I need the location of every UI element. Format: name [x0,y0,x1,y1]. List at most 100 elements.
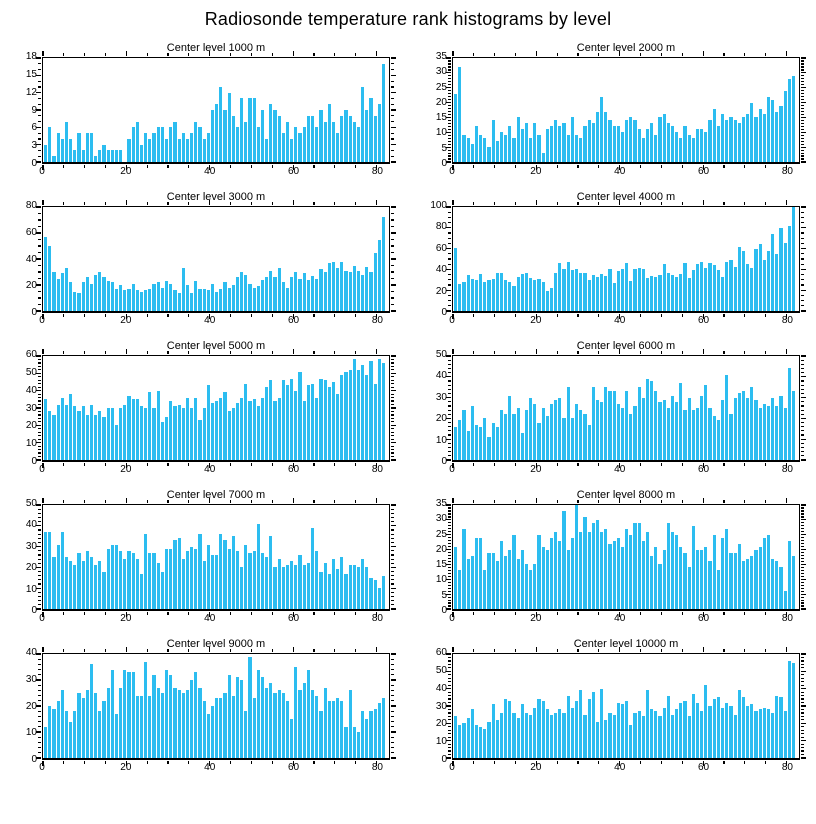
x-major-tick [452,463,454,468]
plot-area [36,647,396,766]
x-minor-tick [229,500,232,504]
histogram-bar [729,260,733,311]
x-minor-tick [313,463,315,466]
y-minor-tick [390,303,394,306]
y-minor-tick [390,541,394,544]
y-minor-tick [800,237,804,239]
histogram-bar [612,714,616,758]
histogram-bar [373,252,377,311]
histogram-bar [650,555,654,609]
histogram-bar [733,120,737,162]
y-major-tick [36,608,42,610]
histogram-bar [94,693,98,758]
histogram-bar [198,127,202,162]
y-major-tick [446,578,452,580]
histogram-bar [73,711,77,758]
histogram-bar [164,548,169,609]
histogram-bar [215,104,219,162]
y-tick-label: 18 [25,51,37,62]
histogram-bar [466,138,470,162]
histogram-bar [194,672,198,758]
x-minor-tick [639,314,642,317]
histogram-bar [285,700,290,758]
y-minor-tick [38,435,42,437]
histogram-bar [231,285,235,311]
y-major-tick [446,417,452,419]
histogram-bar [69,138,73,162]
histogram-bar [470,144,474,162]
histogram-bar [156,687,160,758]
histogram-bar [44,236,48,311]
y-major-tick [446,548,452,551]
histogram-bar [683,263,687,311]
histogram-bar [248,98,252,162]
histogram-bar [574,505,579,609]
histogram-bar [215,291,219,311]
histogram-bar [369,577,373,609]
y-minor-tick [390,369,394,371]
histogram-bar [746,558,750,609]
x-minor-tick [167,202,169,206]
y-minor-tick [800,430,804,432]
x-major-tick [702,761,704,766]
y-tick-label: 40 [435,682,447,694]
y-minor-tick [800,211,804,213]
y-minor-tick [800,587,804,589]
x-tick-label: 80 [371,464,383,475]
histogram-bar [148,695,152,758]
y-minor-tick [390,438,394,440]
histogram-bar [260,110,265,162]
y-tick-label: 20 [25,700,37,712]
histogram-bar [687,277,691,311]
x-minor-tick [744,351,746,355]
histogram-bar [356,567,361,609]
x-tick-label: 80 [781,762,793,773]
y-major-tick [800,355,806,357]
histogram-bar [273,277,277,311]
y-minor-tick [800,729,804,731]
histogram-bar [348,690,352,758]
histogram-bars [454,654,796,758]
x-major-tick [125,51,127,57]
histogram-bar [604,387,608,460]
histogram-bar [729,552,733,609]
histogram-bar [633,712,637,758]
y-minor-tick [38,521,42,523]
y-tick-label: 3 [31,140,37,152]
histogram-bar [629,414,633,460]
y-minor-tick [800,712,804,714]
x-minor-tick [334,612,336,615]
y-minor-tick [38,383,42,385]
y-minor-tick [390,595,394,598]
histogram-bar [766,709,771,758]
y-minor-tick [390,570,394,573]
x-minor-tick [473,165,475,168]
histogram-bar [98,150,102,162]
histogram-bar [545,549,549,609]
y-major-tick [800,688,806,690]
x-minor-tick [104,53,107,57]
histogram-bar [574,135,579,162]
y-minor-tick [390,591,394,593]
y-minor-tick [800,242,804,244]
y-minor-tick [390,550,394,552]
histogram-bar [348,272,352,311]
histogram-bar [779,567,783,609]
histogram-bar [499,410,504,460]
histogram-bar [791,207,796,311]
y-tick-label: 20 [435,96,447,108]
x-minor-tick [334,351,336,355]
x-minor-tick [660,500,663,504]
x-major-tick [702,612,704,617]
y-major-tick [800,504,806,506]
histogram-bar [244,121,248,162]
x-minor-tick [84,649,86,653]
histogram-bar [775,253,779,311]
y-major-tick [390,355,396,357]
plot-area [446,51,806,170]
x-minor-tick [598,53,600,57]
y-major-tick [390,587,396,589]
x-minor-tick [660,761,663,764]
y-major-tick [390,504,396,506]
histogram-bar [733,714,737,758]
